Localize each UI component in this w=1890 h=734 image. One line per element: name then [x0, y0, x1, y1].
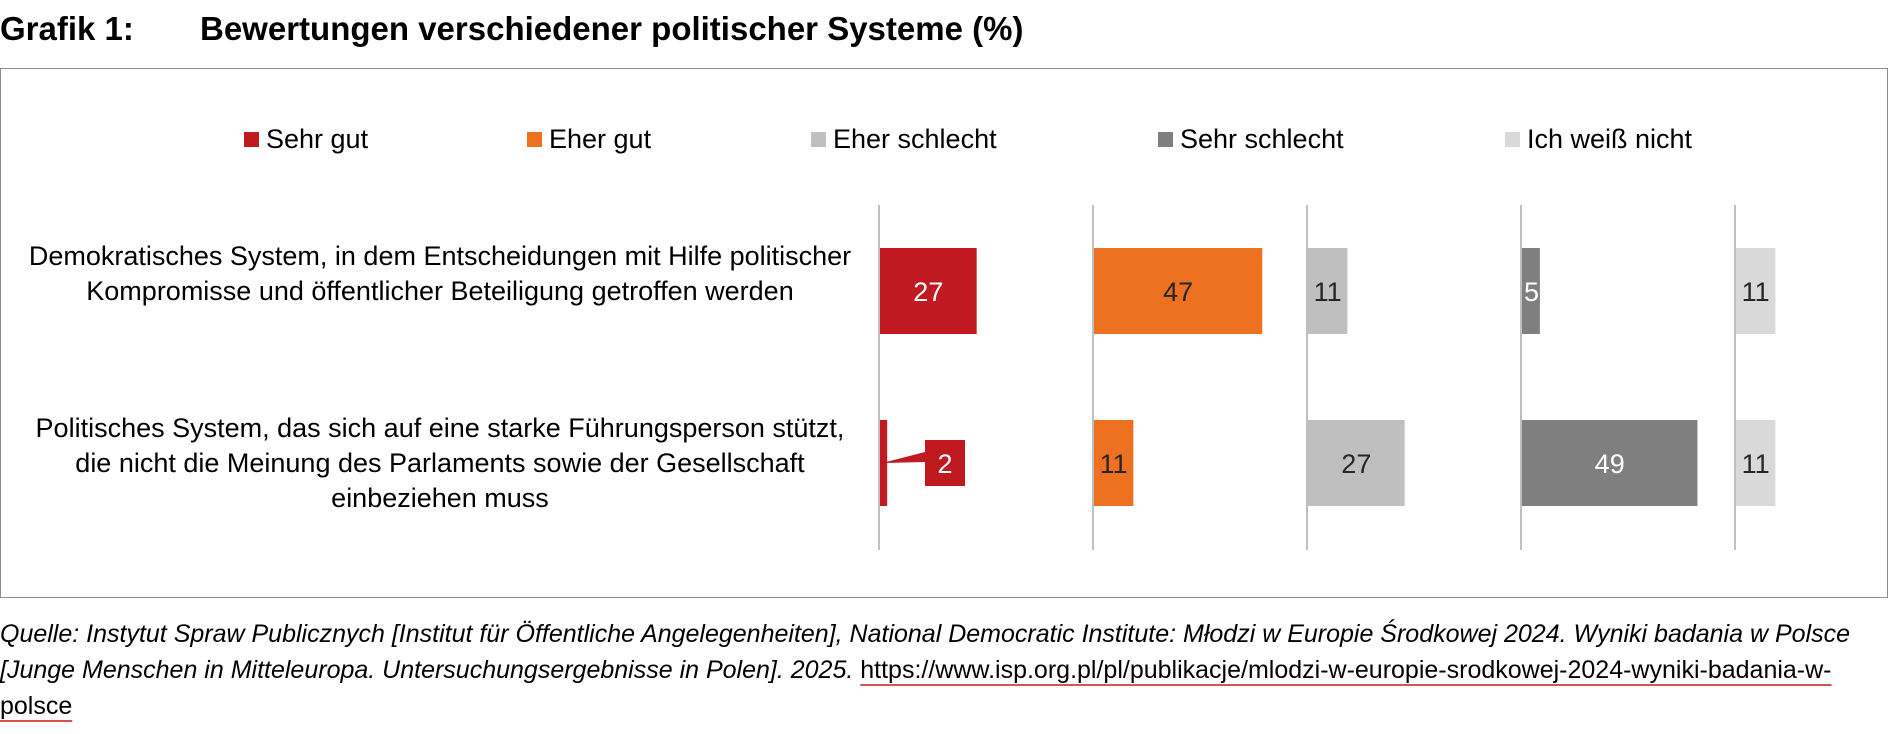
- legend-label: Eher gut: [549, 124, 652, 154]
- legend-item-eher-gut: Eher gut: [527, 124, 651, 155]
- bar-series4-row2: [1522, 420, 1698, 506]
- category-label-democratic: Demokratisches System, in dem Entscheidu…: [28, 241, 852, 306]
- chart-frame: [0, 68, 1888, 598]
- data-label-series3-row1: 11: [1314, 277, 1342, 307]
- chart-title-text: Bewertungen verschiedener politischer Sy…: [200, 10, 1024, 47]
- bar-series2-row1: [1094, 248, 1263, 334]
- legend-label: Sehr gut: [266, 124, 369, 154]
- bar-series5-row2: [1736, 420, 1776, 506]
- data-label-series3-row2: 27: [1341, 449, 1371, 479]
- source-text: Quelle: Instytut Spraw Publicznych [Inst…: [0, 620, 1850, 684]
- data-label-series5-row2: 11: [1742, 449, 1770, 479]
- data-label-series2-row2: 11: [1100, 449, 1128, 479]
- legend-item-ich-weiss-nicht: Ich weiß nicht: [1505, 124, 1692, 155]
- category-label-strong-leader: Politisches System, das sich auf eine st…: [35, 413, 845, 513]
- legend-item-eher-schlecht: Eher schlecht: [811, 124, 997, 155]
- bar-series3-row1: [1308, 248, 1348, 334]
- chart-title: Grafik 1: Bewertungen verschiedener polit…: [0, 10, 1023, 48]
- callout-series1-row2: [882, 440, 965, 486]
- legend-item-sehr-gut: Sehr gut: [244, 124, 368, 155]
- legend-swatch: [1158, 132, 1173, 147]
- chart-number: Grafik 1:: [0, 10, 134, 47]
- bar-series1-row1: [880, 248, 977, 334]
- source-link[interactable]: https://www.isp.org.pl/pl/publikacje/mlo…: [0, 656, 1832, 720]
- bar-series5-row1: [1736, 248, 1776, 334]
- legend-label: Ich weiß nicht: [1527, 124, 1693, 154]
- data-label-series4-row2: 49: [1595, 449, 1625, 479]
- legend-label: Sehr schlecht: [1180, 124, 1344, 154]
- data-label-series1-row2: 2: [937, 449, 952, 479]
- bar-series2-row2: [1094, 420, 1134, 506]
- legend-swatch: [244, 132, 259, 147]
- legend-item-sehr-schlecht: Sehr schlecht: [1158, 124, 1344, 155]
- legend-swatch: [811, 132, 826, 147]
- data-label-series2-row1: 47: [1163, 277, 1193, 307]
- bar-series4-row1: [1522, 248, 1540, 334]
- source-note: Quelle: Instytut Spraw Publicznych [Inst…: [0, 616, 1890, 724]
- data-label-series5-row1: 11: [1742, 277, 1770, 307]
- bar-series1-row2: [880, 420, 888, 506]
- legend-swatch: [527, 132, 542, 147]
- bar-series3-row2: [1308, 420, 1405, 506]
- data-label-series4-row1: 5: [1524, 277, 1539, 307]
- data-label-series1-row1: 27: [913, 277, 943, 307]
- legend-swatch: [1505, 132, 1520, 147]
- legend-label: Eher schlecht: [833, 124, 997, 154]
